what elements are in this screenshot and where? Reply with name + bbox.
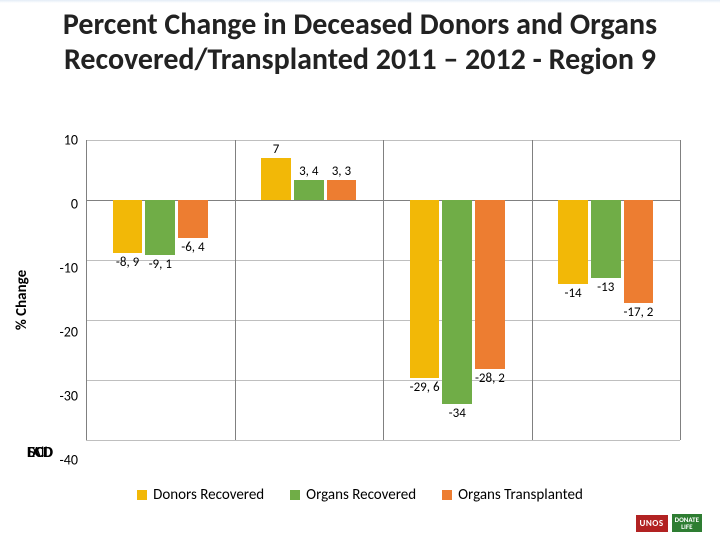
bar [624,200,654,303]
bar [410,200,440,378]
legend-swatch-icon [442,490,452,500]
bar [294,180,324,200]
bar-value-label: -9, 1 [149,257,172,272]
legend-swatch-icon [290,490,300,500]
ytick: -30 [50,388,78,405]
legend-label: Donors Recovered [153,486,264,504]
footer-logo: UNOS DONATE LIFE [636,514,703,532]
bar [145,200,175,255]
header-accent [0,0,720,3]
ytick: -40 [50,452,78,469]
bar [475,200,505,369]
bar-value-label: -34 [449,406,466,421]
gridline [86,440,680,441]
bar-value-label: 7 [273,142,280,157]
bar-value-label: -8, 9 [116,255,139,270]
slide: Percent Change in Deceased Donors and Or… [0,0,720,540]
ytick: 10 [50,132,78,149]
legend-item: Organs Transplanted [442,486,583,504]
ytick: -10 [50,260,78,277]
bar [113,200,143,253]
bar-value-label: -29, 6 [410,380,440,395]
legend: Donors Recovered Organs Recovered Organs… [40,486,680,504]
bar [558,200,588,284]
ytick: -20 [50,324,78,341]
slide-title: Percent Change in Deceased Donors and Or… [40,8,680,77]
bar [442,200,472,404]
catline [86,140,87,440]
legend-label: Organs Transplanted [458,486,583,504]
x-category: DCD [27,444,53,462]
legend-item: Donors Recovered [137,486,264,504]
bar-value-label: -14 [564,286,581,301]
catline [383,140,384,440]
plot-region: -8, 9 -9, 1 -6, 4 7 3, 4 3, 3 -29, 6 -34 -28, 2 -… [86,140,680,440]
bar-value-label: -28, 2 [475,371,505,386]
bar-value-label: -13 [597,280,614,295]
catline [532,140,533,440]
donate-life-logo-icon: DONATE LIFE [672,514,702,532]
bar-value-label: -6, 4 [181,240,204,255]
y-axis-label: % Change [13,270,31,330]
unos-logo-icon: UNOS [636,515,668,532]
ytick: 0 [50,196,78,213]
bar-value-label: 3, 4 [299,164,318,179]
chart-area: % Change 10 0 -10 -20 -30 -40 -8, 9-9, 1… [40,140,680,460]
legend-swatch-icon [137,490,147,500]
bar [178,200,208,238]
catline [235,140,236,440]
catline [680,140,681,440]
bar [327,180,357,200]
legend-item: Organs Recovered [290,486,416,504]
bar [261,158,291,200]
legend-label: Organs Recovered [306,486,416,504]
bar-value-label: 3, 3 [332,164,351,179]
bar [591,200,621,278]
bar-value-label: -17, 2 [623,305,653,320]
